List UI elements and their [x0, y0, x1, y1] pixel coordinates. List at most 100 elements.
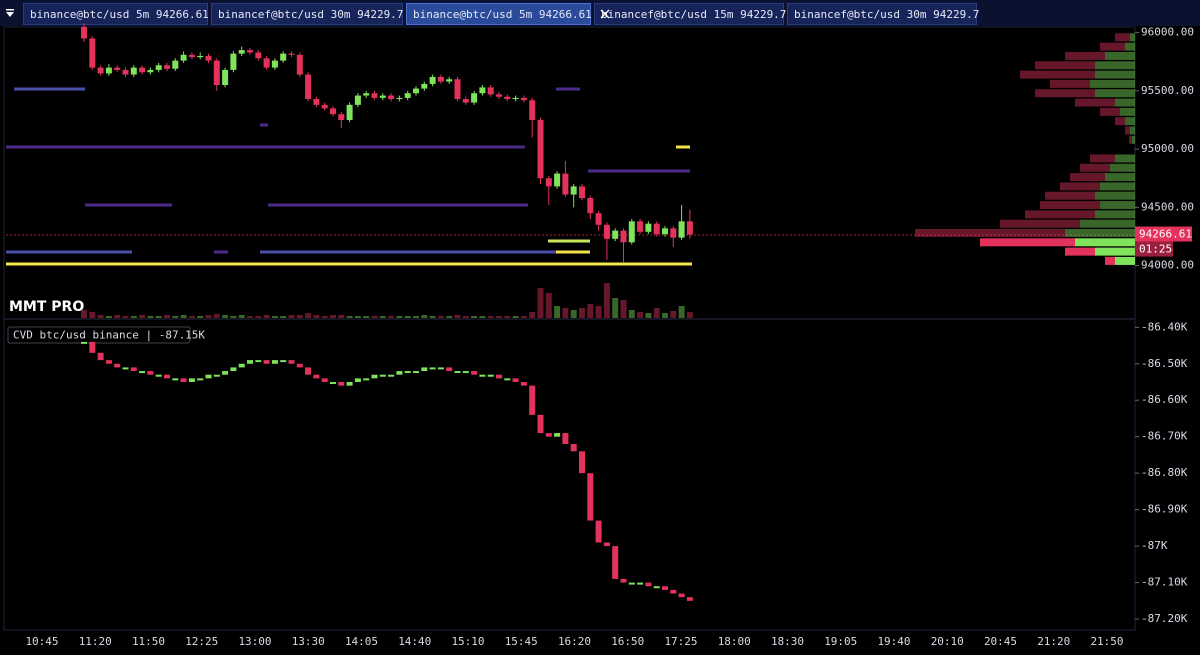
candle-body — [645, 223, 652, 232]
profile-sell — [1035, 89, 1095, 98]
profile-buy — [1120, 107, 1135, 116]
candle-body — [462, 99, 469, 103]
profile-sell — [1115, 117, 1125, 126]
cvd-body — [678, 593, 685, 598]
profile-buy — [1115, 98, 1135, 107]
candle-body — [188, 54, 195, 58]
tab-bar: binance@btc/usd 5m 94266.61 binancef@btc… — [0, 0, 1200, 26]
volume-bar — [413, 316, 419, 318]
candle-body — [305, 74, 312, 100]
candle-body — [595, 213, 602, 225]
volume-bar — [686, 312, 693, 318]
cvd-body — [662, 586, 668, 590]
profile-buy — [1095, 247, 1135, 256]
profile-sell — [980, 238, 1075, 247]
cvd-body — [504, 378, 511, 381]
cvd-body — [188, 378, 195, 382]
volume-bar — [354, 316, 361, 318]
volume-bar — [197, 316, 204, 318]
y-tick-label: -86.60K — [1141, 393, 1188, 406]
volume-bar — [288, 315, 295, 318]
tab[interactable]: binance@btc/usd 5m 94266.61 — [406, 3, 610, 25]
candle-body — [404, 93, 411, 98]
profile-sell — [1025, 210, 1095, 219]
candle-body — [105, 67, 112, 74]
candle-body — [330, 108, 336, 115]
candle-body — [155, 65, 162, 70]
cvd-body — [670, 589, 677, 594]
volume-bar — [172, 316, 179, 318]
cvd-body — [686, 597, 693, 601]
candle-body — [222, 69, 229, 86]
profile-buy — [1105, 51, 1135, 60]
candle-body — [147, 69, 154, 73]
cvd-body — [213, 374, 220, 377]
cvd-body — [379, 374, 386, 377]
cvd-body — [305, 367, 312, 375]
profile-buy — [1130, 33, 1135, 42]
candle-body — [371, 93, 378, 98]
volume-bar — [537, 288, 544, 318]
x-tick-label: 21:20 — [1037, 635, 1070, 648]
profile-sell — [1090, 154, 1115, 163]
y-tick-label: 94000.00 — [1141, 259, 1194, 272]
volume-bar — [280, 316, 287, 318]
cvd-body — [637, 582, 644, 585]
cvd-body — [313, 374, 320, 379]
profile-buy — [1110, 163, 1135, 172]
volume-bar — [238, 315, 245, 318]
x-tick-label: 15:10 — [451, 635, 484, 648]
tab[interactable]: binancef@btc/usd 30m 94229.7 — [787, 3, 979, 25]
tab[interactable]: binance@btc/usd 5m 94266.61 — [23, 3, 209, 25]
candle-body — [520, 97, 527, 101]
cvd-body — [89, 341, 96, 353]
cvd-body — [238, 363, 245, 368]
cvd-body — [471, 371, 478, 375]
x-tick-label: 11:50 — [132, 635, 165, 648]
volume-bar — [130, 316, 137, 318]
candle-body — [628, 221, 635, 243]
x-tick-label: 13:00 — [238, 635, 271, 648]
profile-buy — [1080, 219, 1135, 228]
candle-body — [89, 38, 96, 68]
candle-body — [122, 69, 129, 75]
candle-body — [346, 104, 353, 121]
volume-bar — [346, 316, 353, 318]
tab[interactable]: binancef@btc/usd 30m 94229.7 — [211, 3, 403, 25]
volume-bar — [504, 316, 511, 318]
close-icon[interactable] — [600, 9, 610, 19]
volume-bar — [520, 316, 527, 318]
cvd-body — [404, 371, 411, 374]
cvd-body — [429, 367, 436, 370]
volume-bar — [554, 306, 561, 318]
profile-buy — [1132, 135, 1135, 144]
candle-body — [554, 173, 561, 187]
candle-body — [139, 67, 146, 73]
volume-bar — [388, 316, 395, 318]
volume-bar — [371, 316, 378, 318]
tab[interactable]: binancef@btc/usd 15m 94229.7 — [594, 3, 786, 25]
profile-sell — [1125, 126, 1130, 135]
cvd-body — [454, 371, 461, 374]
profile-sell — [1060, 182, 1100, 191]
y-tick-label: 95500.00 — [1141, 84, 1194, 97]
candle-body — [670, 228, 677, 238]
profile-buy — [1105, 173, 1135, 182]
x-tick-label: 13:30 — [292, 635, 325, 648]
candle-body — [164, 65, 170, 69]
profile-sell — [1105, 256, 1115, 265]
profile-buy — [1090, 79, 1135, 88]
menu-button[interactable] — [0, 3, 20, 25]
volume-bar — [89, 312, 96, 318]
volume-bar — [612, 298, 619, 318]
cvd-body — [222, 371, 229, 375]
cvd-body — [562, 433, 569, 444]
cvd-body — [114, 363, 121, 368]
volume-bar — [496, 316, 502, 318]
cvd-body — [338, 382, 345, 386]
candle-body — [255, 52, 262, 59]
cvd-body — [587, 473, 594, 521]
candle-body — [620, 230, 627, 243]
profile-sell — [1045, 191, 1095, 200]
volume-bar — [462, 316, 469, 318]
